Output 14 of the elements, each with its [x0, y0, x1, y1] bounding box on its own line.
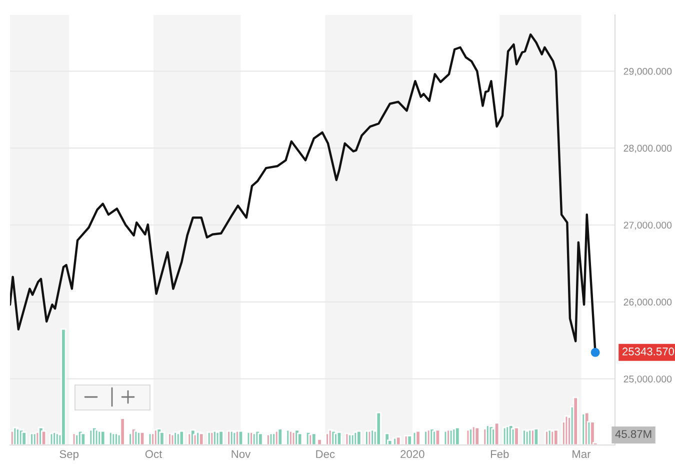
x-tick-label: Sep	[60, 450, 79, 460]
x-tick-label: Dec	[316, 450, 335, 458]
x-tick-label: Mar	[572, 450, 591, 458]
x-tick-label: Feb	[490, 450, 509, 458]
x-tick-label: 2020	[400, 450, 424, 458]
y-tick-label: 26,000.000	[624, 298, 672, 307]
y-tick-label: 25,000.000	[624, 376, 672, 384]
x-tick-label: Oct	[145, 450, 162, 458]
x-tick-label: Nov	[232, 450, 251, 458]
y-tick-label: 29,000.000	[624, 68, 672, 76]
text: 45.87M	[615, 430, 652, 438]
y-tick-label: 27,000.000	[624, 222, 672, 230]
text: 25343.570	[622, 348, 674, 356]
y-tick-label: 28,000.000	[624, 144, 672, 153]
